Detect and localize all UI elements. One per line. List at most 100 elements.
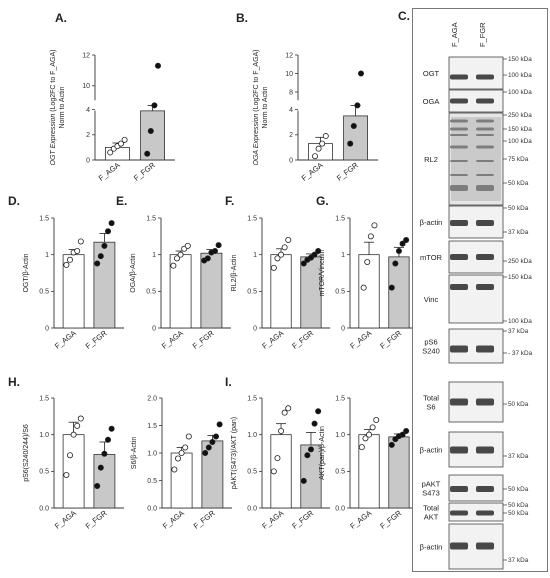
y-tick-label: 0.5 [335, 289, 345, 296]
y-tick-label: 0.0 [39, 505, 49, 512]
y-tick-label: 0.5 [147, 478, 157, 485]
bar-chart-h1: 0.0 0.5 1.0 1.5 pS6(S240/244)/S6 F_AGA F_FGR [23, 395, 124, 531]
data-point [63, 471, 70, 478]
bar-f_fgr [388, 256, 410, 329]
blot-label: β-actin [420, 543, 443, 552]
band [450, 345, 468, 353]
bar-f_fgr [93, 454, 116, 509]
data-point [184, 242, 191, 249]
data-point [177, 251, 184, 258]
y-tick-label: 1.5 [39, 395, 49, 402]
blot-label: pAKT [422, 480, 441, 489]
blot-label: β-actin [420, 218, 443, 227]
band [476, 486, 494, 492]
y-tick-label: 1.5 [335, 215, 345, 222]
blot-strip [448, 274, 504, 324]
y-tick-label: 0.0 [147, 505, 157, 512]
blot-label: Total [423, 504, 439, 513]
data-point [205, 444, 212, 451]
data-point [185, 433, 192, 440]
data-point [281, 409, 288, 416]
y-tick-label: 0 [341, 325, 345, 332]
band [450, 486, 468, 492]
data-point [354, 102, 361, 109]
band [450, 74, 468, 80]
y-tick-label: 1.5 [39, 215, 49, 222]
data-point [373, 416, 380, 423]
band [450, 127, 468, 131]
y-tick-label: 8 [289, 89, 293, 96]
band [476, 542, 494, 550]
data-point [174, 455, 181, 462]
y-tick-label: 0.0 [247, 505, 257, 512]
bar-chart-h2: 0.0 0.5 1.0 1.5 2.0 S6/β-Actin F_AGA F_FGR [131, 395, 232, 531]
x-category-label: F_FGR [335, 160, 360, 183]
panel-letter: H. [8, 375, 20, 389]
y-tick-label: 1.0 [147, 450, 157, 457]
data-point [350, 122, 357, 129]
data-point [270, 264, 277, 271]
y-tick-label: 0.5 [146, 289, 156, 296]
data-point [399, 431, 406, 438]
data-point [358, 444, 365, 451]
x-category-label: F_FGR [192, 508, 217, 531]
y-axis-label: S6/β-Actin [131, 437, 138, 470]
data-point [278, 251, 285, 258]
y-tick-label: 0 [86, 157, 90, 164]
mw-marker: 37 kDa [508, 229, 529, 236]
data-point [170, 262, 177, 269]
mw-marker: 100 kDa [508, 72, 532, 79]
data-point [178, 449, 185, 456]
band [476, 119, 494, 123]
data-point [285, 236, 292, 243]
blot-row-8: β-actin 37 kDa [420, 431, 529, 468]
band [476, 446, 494, 454]
x-category-label: F_AGA [348, 508, 373, 530]
data-point [151, 102, 158, 109]
bar-chart-d: 0 0.5 1 1.5 OGT/β-Actin F_AGA F_FGR [23, 215, 124, 351]
mw-marker: 50 kDa [508, 510, 529, 517]
y-axis-label: mTOR/Vinculin [319, 249, 326, 296]
mw-marker: 37 kDa [508, 557, 529, 564]
blot-label: pS6 [424, 338, 437, 347]
band [476, 284, 494, 290]
data-point [274, 255, 281, 262]
x-category-label: F_AGA [53, 508, 78, 530]
mw-marker: 100 kDa [508, 138, 532, 145]
blot-label: OGT [423, 69, 440, 78]
band [450, 160, 468, 162]
data-point [281, 244, 288, 251]
data-point [371, 222, 378, 229]
data-point [311, 153, 318, 160]
panel-letter: C. [398, 9, 410, 23]
blot-strip [448, 56, 504, 90]
x-category-label: F_AGA [260, 328, 285, 350]
data-point [315, 408, 322, 415]
blot-label: mTOR [420, 253, 443, 262]
data-point [67, 256, 74, 263]
y-tick-label: 2 [86, 132, 90, 139]
data-point [97, 464, 104, 471]
band [476, 134, 494, 136]
data-point [108, 220, 115, 227]
mw-marker: 50 kDa [508, 205, 529, 212]
blot-row-2: RL2 250 kDa 150 kDa 100 kDa 75 kDa 50 kDa [424, 112, 532, 206]
bar-f_fgr [200, 252, 223, 329]
y-tick-label: 0.5 [39, 289, 49, 296]
bar-f_fgr [343, 115, 369, 161]
y-tick-label: 1 [45, 252, 49, 259]
data-point [144, 150, 151, 157]
blot-row-1: OGA 100 kDa [423, 89, 532, 113]
band [450, 510, 468, 516]
bar-chart-i1: 0.0 0.5 1.0 1.5 pAKT(S473)/AKT (pan) F_AGA F_F… [231, 395, 330, 531]
mw-marker: 150 kDa [508, 274, 532, 281]
lane-label: F_FGR [478, 22, 487, 47]
band [450, 185, 468, 191]
x-category-label: F_FGR [191, 328, 216, 351]
blot-label: AKT [424, 513, 439, 522]
band [450, 134, 468, 136]
